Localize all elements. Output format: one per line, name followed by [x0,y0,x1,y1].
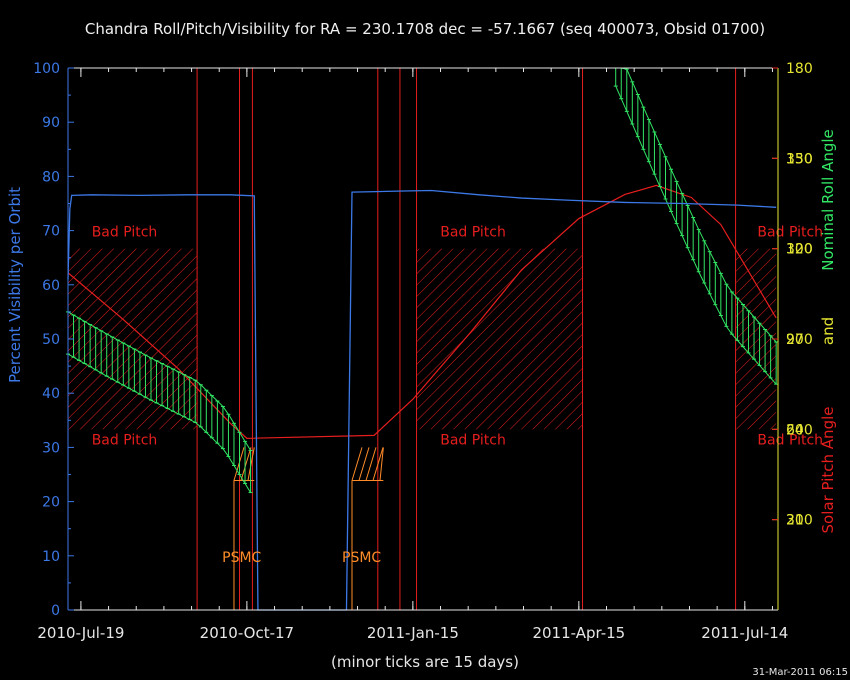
left-tick-label: 10 [42,549,60,565]
roll-tick-label: 330 [786,151,813,167]
left-tick-label: 50 [42,332,60,348]
psmc-label: PSMC [222,550,261,566]
bad-pitch-region [735,248,777,430]
timestamp: 31-Mar-2011 06:15 [752,667,848,678]
psmc-hatch [365,447,377,481]
psmc-hatch [240,447,252,481]
bad-pitch-region [68,248,198,430]
psmc-hatch [247,447,255,481]
pitch-line [67,184,777,439]
y-axis-left-label: Percent Visibility per Orbit [6,187,24,383]
pitch-tick-label: 180 [786,61,813,77]
psmc-region [351,447,384,610]
left-tick-label: 100 [33,61,60,77]
pitch-tick-label: 30 [786,513,804,529]
x-tick-label: 2011-Apr-15 [532,624,625,642]
region-labels: PSMC PSMC Bad Pitch Bad Pitch Bad Pitch Bad P… [92,225,823,566]
bad-pitch-label: Bad Pitch [757,432,823,448]
left-tick-label: 60 [42,278,60,294]
pitch-tick-label: 150 [786,151,813,167]
pitch-tick-label: 90 [786,332,804,348]
left-tick-label: 70 [42,224,60,240]
roll-tick-label: 240 [786,422,813,438]
bad-pitch-region [416,248,583,430]
psmc-hatch [358,447,370,481]
x-tick-label: 2011-Jul-14 [701,624,788,642]
roll-upper [67,311,251,451]
left-tick-label: 90 [42,115,60,131]
left-y-axis: 0 10 20 30 40 50 60 70 80 90 100 [33,61,74,619]
left-tick-label: 80 [42,169,60,185]
pitch-series [67,184,777,439]
bad-pitch-label: Bad Pitch [440,432,506,448]
bad-pitch-label: Bad Pitch [440,225,506,241]
y-axis-right-label-roll: Nominal Roll Angle [819,129,837,271]
right-y-axis: 210 240 270 300 330 30 60 90 120 150 180 [772,61,813,529]
bad-pitch-label: Bad Pitch [92,432,158,448]
pitch-tick-label: 60 [786,422,804,438]
roll-tick-label: 270 [786,332,813,348]
psmc-label: PSMC [342,550,381,566]
roll-upper [615,67,777,343]
bad-pitch-regions [68,248,777,430]
chart-title: Chandra Roll/Pitch/Visibility for RA = 2… [85,20,765,38]
y-axis-right-label-pitch: Solar Pitch Angle [819,407,837,534]
x-tick-label: 2010-Oct-17 [200,624,294,642]
left-tick-label: 0 [51,603,60,619]
roll-tick-label: 210 [786,513,813,529]
left-tick-label: 30 [42,440,60,456]
psmc-hatch [379,447,384,481]
psmc-region [233,447,255,610]
visibility-line [67,189,777,611]
x-tick-label: 2011-Jan-15 [367,624,459,642]
roll-tick-label: 300 [786,242,813,258]
pitch-tick-label: 120 [786,242,813,258]
x-axis-label: (minor ticks are 15 days) [331,653,519,671]
roll-segment [613,67,779,385]
left-tick-label: 40 [42,386,60,402]
bad-pitch-label: Bad Pitch [757,225,823,241]
event-lines [196,68,737,610]
x-tick-label: 2010-Jul-19 [37,624,124,642]
left-tick-label: 20 [42,495,60,511]
psmc-hatch [351,447,363,481]
psmc-hatch [233,447,245,481]
y-axis-right-label-and: and [819,317,837,345]
bad-pitch-label: Bad Pitch [92,225,158,241]
x-axis: 2010-Jul-19 2010-Oct-17 2011-Jan-15 2011-Ap… [37,68,788,642]
roll-lower [67,353,251,493]
visibility-series [67,189,777,611]
roll-lower [615,85,777,385]
psmc-regions [233,447,384,610]
psmc-hatch [372,447,384,481]
